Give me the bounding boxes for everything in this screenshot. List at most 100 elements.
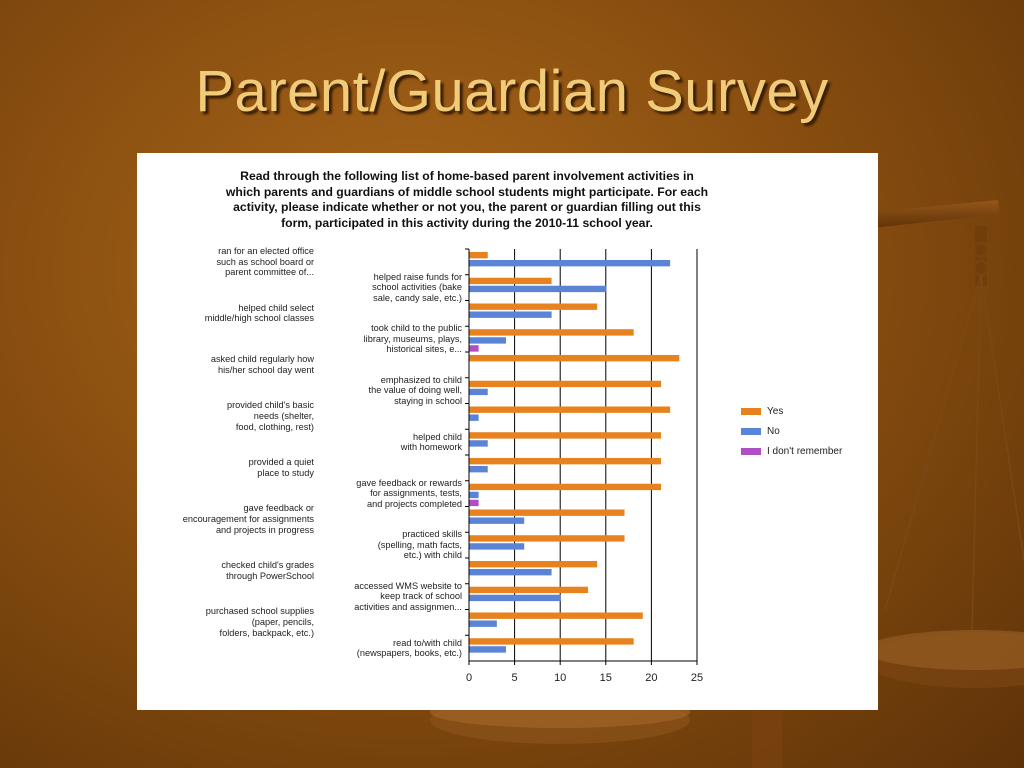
category-label-line: read to/with child (393, 637, 462, 648)
x-tick-label: 10 (554, 672, 566, 684)
legend-swatch (741, 447, 761, 455)
x-tick-label: 5 (512, 672, 518, 684)
category-label: emphasized to child the value of doing we… (292, 375, 462, 407)
category-label: took child to the public library, museums… (292, 323, 462, 355)
category-label: helped child select middle/high school cl… (144, 303, 314, 324)
category-label: accessed WMS website to keep track of sch… (292, 581, 462, 613)
category-label-line: historical sites, e... (386, 344, 462, 355)
chart-title-line: Read through the following list of home-… (240, 169, 694, 183)
category-label: provided child's basic needs (shelter, foo… (144, 400, 314, 432)
bar (469, 646, 506, 653)
bar (469, 414, 479, 421)
category-label-line: folders, backpack, etc.) (219, 627, 314, 638)
chart-panel: 0 5 10 15 20 25 Read through the following li… (137, 153, 878, 710)
slide-title: Parent/Guardian Survey (195, 59, 829, 124)
bar (469, 638, 634, 645)
legend-label: I don't remember (767, 445, 843, 457)
category-label-line: practiced skills (402, 529, 462, 540)
category-label-line: provided child's basic (226, 400, 314, 411)
category-label-line: emphasized to child (380, 374, 462, 385)
category-label-line: the value of doing well, (368, 385, 462, 396)
legend-swatch (741, 407, 761, 415)
category-label-line: such as school board or (216, 256, 314, 267)
category-label: purchased school supplies (paper, pencils… (144, 606, 314, 638)
category-label-line: gave feedback or (243, 503, 315, 514)
category-label-line: and projects in progress (215, 524, 314, 535)
bar (469, 329, 634, 336)
x-tick-label: 0 (466, 672, 472, 684)
category-label-line: place to study (257, 467, 314, 478)
category-label-line: (newspapers, books, etc.) (356, 648, 462, 659)
bar (469, 483, 662, 491)
chart-legend: Yes No I don't remember (741, 401, 842, 461)
x-tick-label: 15 (600, 672, 612, 684)
x-tick-label: 20 (645, 672, 657, 684)
category-label: practiced skills (spelling, math facts, et… (292, 529, 462, 561)
category-label-line: through PowerSchool (226, 570, 314, 581)
category-label-line: provided a quiet (248, 457, 314, 468)
bar (469, 388, 488, 396)
chart-title-line: activity, please indicate whether or not… (233, 200, 701, 215)
category-label-line: took child to the public (371, 323, 462, 334)
category-label-line: food, clothing, rest) (235, 421, 314, 432)
bar (469, 560, 598, 568)
category-label-line: ran for an elected office (218, 245, 314, 256)
bar (469, 499, 479, 507)
bar (469, 465, 488, 473)
category-label-line: helped child (412, 431, 462, 442)
category-label: helped child with homework (292, 432, 462, 453)
category-label-line: school activities (bake (372, 282, 462, 293)
bar (469, 303, 598, 310)
bar (469, 440, 488, 447)
category-label-line: his/her school day went (217, 364, 314, 375)
bar (469, 345, 479, 352)
bar (469, 337, 506, 344)
category-label: gave feedback or encouragement for assign… (144, 503, 314, 535)
category-label-line: needs (shelter, (253, 411, 314, 422)
bar (469, 612, 643, 619)
category-label-line: middle/high school classes (204, 313, 314, 324)
bar (469, 354, 680, 362)
bar (469, 457, 662, 465)
category-label: ran for an elected office such as school … (144, 246, 314, 278)
legend-item: Yes (741, 401, 842, 421)
category-label-line: keep track of school (380, 591, 462, 602)
category-label-line: accessed WMS website to (354, 580, 462, 591)
category-label: helped raise funds for school activities … (292, 272, 462, 304)
category-label-line: and projects completed (367, 498, 462, 509)
category-label-line: helped raise funds for (373, 271, 462, 282)
category-label-line: with homework (400, 442, 462, 453)
category-label-line: asked child regularly how (210, 354, 314, 365)
chart-title: Read through the following list of home-… (177, 169, 757, 231)
category-label-line: sale, candy sale, etc.) (373, 292, 462, 303)
bar (469, 509, 625, 516)
legend-item: I don't remember (741, 441, 842, 461)
category-label-line: parent committee of... (225, 267, 314, 278)
bar (469, 543, 525, 550)
bar (469, 568, 552, 576)
bar (469, 251, 488, 259)
category-label-line: library, museums, plays, (363, 333, 462, 344)
bar (469, 380, 662, 388)
bar (469, 259, 671, 267)
bar (469, 311, 552, 318)
bar (469, 594, 561, 602)
chart-title-line: which parents and guardians of middle sc… (225, 184, 709, 199)
category-label-line: etc.) with child (403, 550, 462, 561)
bar (469, 432, 662, 439)
category-label: gave feedback or rewards for assignments,… (292, 478, 462, 510)
category-label-line: (paper, pencils, (251, 617, 314, 628)
bar-chart: 0 5 10 15 20 25 (465, 248, 703, 684)
legend-swatch (741, 427, 761, 435)
bar (469, 535, 625, 542)
category-label-line: for assignments, tests, (370, 488, 462, 499)
category-label: checked child's grades through PowerSchoo… (144, 560, 314, 581)
category-label: asked child regularly how his/her school … (144, 354, 314, 375)
legend-label: Yes (767, 405, 784, 417)
bar (469, 620, 497, 627)
bar (469, 586, 589, 594)
bar (469, 517, 525, 524)
bar (469, 406, 671, 413)
category-label-line: checked child's grades (221, 560, 314, 571)
legend-label: No (767, 425, 780, 437)
